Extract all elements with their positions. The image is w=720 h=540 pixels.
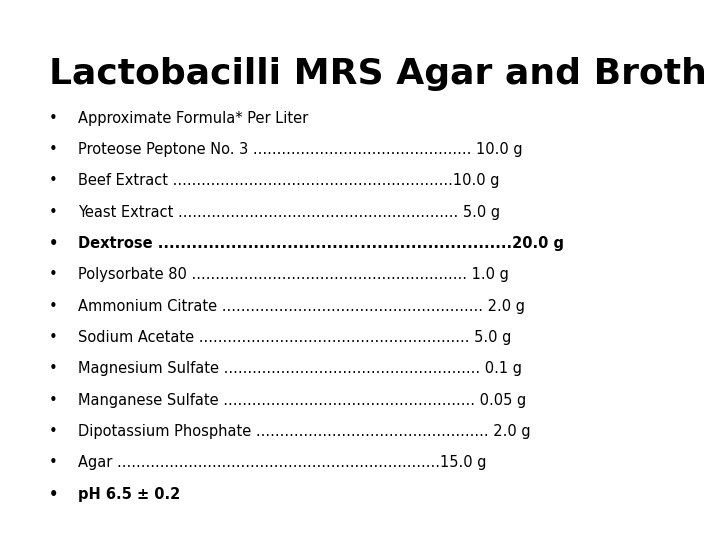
Text: Sodium Acetate ......................................................... 5.0 g: Sodium Acetate .........................…: [78, 330, 511, 345]
Text: •: •: [49, 173, 58, 188]
Text: •: •: [49, 424, 58, 439]
Text: •: •: [49, 267, 58, 282]
Text: pH 6.5 ± 0.2: pH 6.5 ± 0.2: [78, 487, 180, 502]
Text: •: •: [49, 205, 58, 220]
Text: Beef Extract ...........................................................10.0 g: Beef Extract ...........................…: [78, 173, 499, 188]
Text: Magnesium Sulfate ...................................................... 0.1 g: Magnesium Sulfate ......................…: [78, 361, 522, 376]
Text: Manganese Sulfate ..................................................... 0.05 g: Manganese Sulfate ......................…: [78, 393, 526, 408]
Text: •: •: [49, 330, 58, 345]
Text: Approximate Formula* Per Liter: Approximate Formula* Per Liter: [78, 111, 308, 126]
Text: Yeast Extract ........................................................... 5.0 g: Yeast Extract ..........................…: [78, 205, 500, 220]
Text: •: •: [49, 393, 58, 408]
Text: •: •: [49, 361, 58, 376]
Text: Dextrose ...............................................................20.0 g: Dextrose ...............................…: [78, 236, 564, 251]
Text: Agar ....................................................................15.0 g: Agar ...................................…: [78, 455, 486, 470]
Text: •: •: [49, 455, 58, 470]
Text: Lactobacilli MRS Agar and Broth: Lactobacilli MRS Agar and Broth: [49, 57, 707, 91]
Text: •: •: [49, 299, 58, 314]
Text: Ammonium Citrate ....................................................... 2.0 g: Ammonium Citrate .......................…: [78, 299, 525, 314]
Text: Proteose Peptone No. 3 .............................................. 10.0 g: Proteose Peptone No. 3 .................…: [78, 142, 523, 157]
Text: •: •: [49, 142, 58, 157]
Text: Polysorbate 80 .......................................................... 1.0 g: Polysorbate 80 .........................…: [78, 267, 508, 282]
Text: •: •: [49, 111, 58, 126]
Text: •: •: [49, 487, 58, 502]
Text: Dipotassium Phosphate ................................................. 2.0 g: Dipotassium Phosphate ..................…: [78, 424, 531, 439]
Text: •: •: [49, 236, 58, 251]
